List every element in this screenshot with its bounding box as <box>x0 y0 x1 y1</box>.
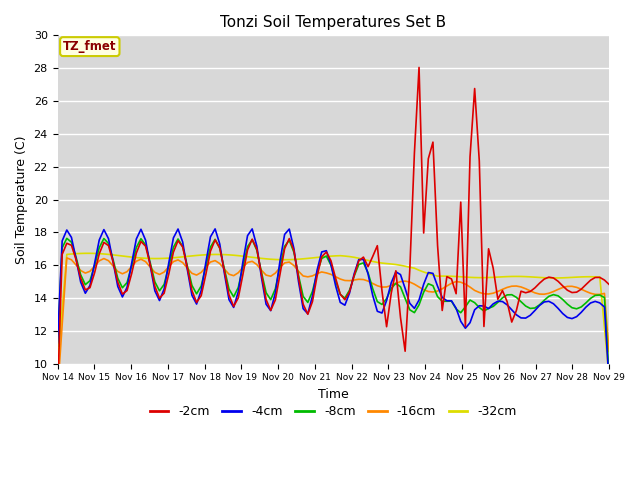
-16cm <box>605 348 613 354</box>
-32cm <box>438 273 446 279</box>
-2cm <box>170 249 177 255</box>
-2cm <box>605 282 613 288</box>
-2cm <box>415 64 423 70</box>
-8cm <box>438 299 446 304</box>
-2cm <box>360 254 367 260</box>
-32cm <box>605 374 613 380</box>
-4cm <box>591 299 599 304</box>
-8cm <box>54 343 61 349</box>
Y-axis label: Soil Temperature (C): Soil Temperature (C) <box>15 135 28 264</box>
-2cm <box>54 393 61 398</box>
-32cm <box>364 258 372 264</box>
-4cm <box>54 340 61 346</box>
Line: -4cm: -4cm <box>58 229 609 383</box>
Line: -8cm: -8cm <box>58 239 609 375</box>
-16cm <box>174 257 182 263</box>
-4cm <box>494 299 502 304</box>
-32cm <box>207 252 214 257</box>
-16cm <box>63 255 70 261</box>
-2cm <box>202 272 210 277</box>
-16cm <box>438 286 446 292</box>
-8cm <box>494 300 502 305</box>
Line: -16cm: -16cm <box>58 258 609 393</box>
-32cm <box>174 254 182 260</box>
-16cm <box>54 390 61 396</box>
-8cm <box>591 292 599 298</box>
-32cm <box>591 274 599 280</box>
Title: Tonzi Soil Temperatures Set B: Tonzi Soil Temperatures Set B <box>220 15 446 30</box>
Legend: -2cm, -4cm, -8cm, -16cm, -32cm: -2cm, -4cm, -8cm, -16cm, -32cm <box>145 400 522 423</box>
-2cm <box>494 296 502 302</box>
-32cm <box>494 274 502 280</box>
Line: -2cm: -2cm <box>58 67 609 396</box>
-4cm <box>438 295 446 300</box>
X-axis label: Time: Time <box>318 388 349 401</box>
-16cm <box>364 278 372 284</box>
-8cm <box>364 270 372 276</box>
-8cm <box>174 236 182 242</box>
Text: TZ_fmet: TZ_fmet <box>63 40 116 53</box>
-4cm <box>605 380 613 385</box>
-16cm <box>207 259 214 265</box>
Line: -32cm: -32cm <box>58 253 609 377</box>
-2cm <box>591 275 599 280</box>
-8cm <box>207 244 214 250</box>
-16cm <box>494 288 502 294</box>
-8cm <box>605 372 613 378</box>
-16cm <box>591 291 599 297</box>
-4cm <box>202 260 210 265</box>
-32cm <box>54 361 61 367</box>
-32cm <box>86 251 94 256</box>
-2cm <box>438 308 446 313</box>
-4cm <box>170 235 177 241</box>
-8cm <box>63 236 70 241</box>
-4cm <box>211 226 219 232</box>
-4cm <box>364 271 372 277</box>
